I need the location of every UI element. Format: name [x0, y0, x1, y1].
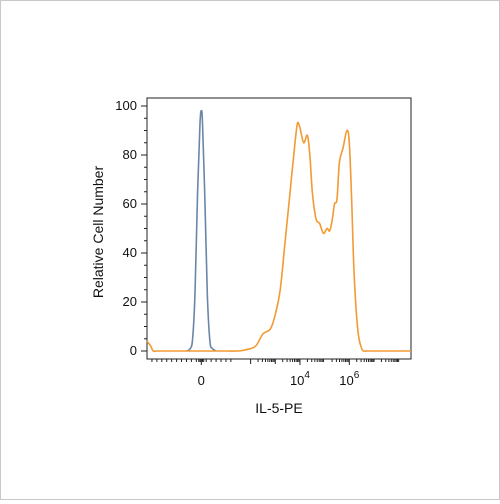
x-tick-label: 104 [290, 370, 310, 388]
series-stained-line [146, 121, 411, 353]
series-layer [146, 109, 411, 353]
y-tick-label: 20 [123, 294, 137, 309]
x-tick-label: 106 [339, 370, 359, 388]
x-axis-title: IL-5-PE [255, 400, 302, 416]
tick-marks [141, 105, 400, 365]
y-tick-label: 60 [123, 196, 137, 211]
series-control-line [186, 109, 217, 352]
y-axis-title: Relative Cell Number [90, 166, 106, 299]
y-tick-label: 0 [130, 343, 137, 358]
x-tick-exponent: 6 [354, 370, 360, 381]
x-tick-label: 0 [198, 373, 205, 388]
x-tick-exponent: 4 [304, 370, 310, 381]
plot-frame [146, 97, 412, 360]
x-tick-base: 10 [290, 373, 304, 388]
x-tick-base: 10 [339, 373, 353, 388]
y-tick-label: 80 [123, 147, 137, 162]
y-tick-label: 40 [123, 245, 137, 260]
x-tick-base: 0 [198, 373, 205, 388]
y-tick-label: 100 [115, 98, 137, 113]
